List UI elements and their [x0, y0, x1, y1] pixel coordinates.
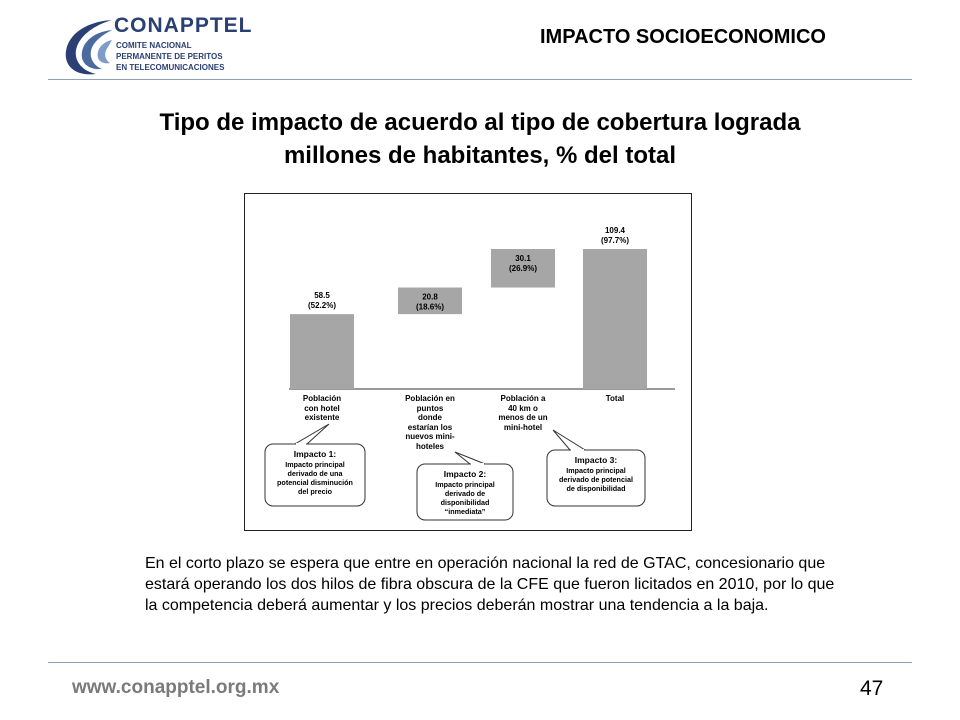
category-label-3: Población a 40 km o menos de un mini-hotel	[483, 394, 563, 432]
callout-text-2: Impacto 2: Impacto principal derivado de di…	[417, 469, 513, 516]
callout-box-2	[416, 463, 514, 521]
logo-line-3: EN TELECOMUNICACIONES	[116, 63, 225, 72]
footer-divider	[48, 662, 912, 663]
category-label-line: hoteles	[415, 441, 444, 451]
category-label-line: menos de un	[498, 413, 548, 422]
callout-line: potencial disminución	[277, 478, 353, 487]
category-label-line: Población	[302, 394, 342, 403]
callout-line: Impacto principal	[285, 460, 345, 469]
callout-line: del precio	[298, 487, 332, 496]
category-label-4: Total	[575, 394, 655, 404]
chart-title-line-1: Tipo de impacto de acuerdo al tipo de co…	[159, 109, 801, 136]
category-label-line: nuevos mini-	[405, 432, 455, 441]
header-divider	[48, 79, 912, 80]
footer-url: www.conapptel.org.mx	[72, 677, 280, 698]
category-label-line: mini-hotel	[503, 422, 543, 432]
value-label-1: 58.5	[314, 291, 330, 300]
waterfall-chart: 58.5(52.2%) 20.8(18.6%) 30.1(26.9%) 109.4(9…	[264, 226, 675, 521]
page-number: 47	[860, 677, 884, 700]
category-label-line: Población a	[500, 394, 546, 403]
callout-line: Impacto principal	[435, 480, 495, 489]
callout-line: disponibilidad	[440, 498, 490, 507]
logo-line-1: COMITE NACIONAL	[116, 41, 192, 50]
category-label-line: existente	[304, 413, 340, 422]
callout-text-3: Impacto 3: Impacto principal derivado de p…	[547, 455, 645, 493]
value-label-3: 30.1	[515, 254, 531, 263]
bar-2	[398, 287, 462, 315]
percent-label-3: (26.9%)	[509, 264, 537, 273]
callout-box-3	[546, 449, 646, 507]
callout-title: Impacto 3:	[574, 455, 618, 465]
category-label-2: Población en puntos donde estarían los nuevo…	[390, 394, 470, 451]
callout-line: derivado de una	[287, 469, 343, 478]
percent-label-1: (52.2%)	[308, 301, 336, 310]
value-label-2: 20.8	[422, 293, 438, 302]
callout-line: “inmediata”	[444, 507, 486, 516]
callout-text-1: Impacto 1: Impacto principal derivado de u…	[265, 449, 365, 496]
logo-line-2: PERMANENTE DE PERITOS	[116, 52, 223, 61]
category-label-line: puntos	[416, 403, 444, 413]
callout-line: derivado de potencial	[559, 475, 633, 484]
callout-line: Impacto principal	[566, 466, 626, 475]
category-label-line: Total	[605, 394, 625, 403]
callout-pointer-1	[293, 423, 330, 445]
callout-line: de disponibilidad	[566, 484, 626, 493]
category-label-line: Población en	[405, 394, 455, 403]
chart-title-line-2: millones de habitantes, % del total	[283, 142, 677, 169]
chart-frame: 58.5 (52.2%) 20.8 (18.6%) 30.1 (26.9%) 109.4 (9…	[244, 193, 692, 531]
logo-name: CONAPPTEL	[114, 14, 253, 37]
bar-3	[491, 249, 555, 288]
bar-4	[583, 249, 647, 389]
category-label-1: Población con hotel existente	[282, 394, 362, 423]
percent-label-2: (18.6%)	[416, 303, 444, 312]
category-label-line: con hotel	[304, 403, 340, 413]
category-label-line: estarían los	[407, 422, 453, 432]
callout-pointer-2	[454, 451, 486, 465]
category-label-line: 40 km o	[508, 403, 538, 413]
body-paragraph: En el corto plazo se espera que entre en…	[145, 555, 835, 614]
value-label-4: 109.4	[605, 226, 626, 235]
callout-pointer-3	[552, 429, 587, 451]
callout-line: derivado de	[444, 489, 486, 498]
category-label-line: donde	[418, 413, 442, 422]
callout-box-1	[264, 443, 366, 507]
logo-swoosh-icon	[65, 20, 112, 75]
percent-label-4: (97.7%)	[601, 236, 629, 245]
bar-1	[290, 314, 354, 389]
callout-title: Impacto 1:	[293, 449, 337, 459]
conapptel-logo: CONAPPTEL COMITE NACIONAL PERMANENTE DE …	[62, 14, 252, 78]
callout-title: Impacto 2:	[443, 469, 487, 479]
section-title: IMPACTO SOCIOECONOMICO	[540, 26, 826, 48]
